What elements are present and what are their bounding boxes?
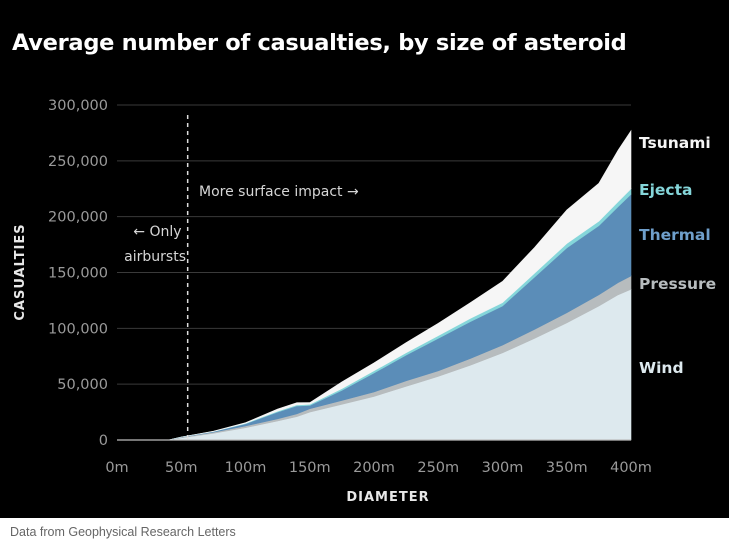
footer: Data from Geophysical Research Letters [0,518,729,548]
legend-tsunami: Tsunami [639,134,711,152]
x-tick-label: 400m [610,460,652,476]
x-tick-label: 50m [165,460,198,476]
y-tick-label: 150,000 [48,266,108,282]
y-tick-label: 250,000 [48,154,108,170]
x-tick-label: 100m [225,460,267,476]
x-tick-label: 0m [105,460,128,476]
annotation-airbursts-line: airbursts [124,249,186,265]
legend-ejecta: Ejecta [639,181,692,199]
area-series [168,129,632,441]
y-tick-label: 200,000 [48,210,108,226]
chart: 0 50,000 100,000 150,000 200,000 250,000 300,0… [13,98,716,505]
x-tick-label: 150m [289,460,331,476]
x-axis-label: DIAMETER [346,490,429,505]
legend-thermal: Thermal [639,226,711,244]
y-tick-label: 50,000 [57,377,108,393]
y-axis-label: CASUALTIES [13,223,28,320]
y-tick-labels: 0 50,000 100,000 150,000 200,000 250,000 300,0… [48,98,108,449]
source-credit: Data from Geophysical Research Letters [10,525,236,539]
y-tick-label: 100,000 [48,321,108,337]
chart-title: Average number of casualties, by size of… [12,30,627,56]
legend-wind: Wind [639,359,684,377]
x-tick-labels: 0m 50m 100m 150m 200m 250m 300m 350m 400m [105,460,652,476]
legend-pressure: Pressure [639,275,716,293]
x-tick-label: 350m [546,460,588,476]
x-tick-label: 200m [353,460,395,476]
legend: Wind Pressure Thermal Ejecta Tsunami [639,134,716,377]
annotation-only-line: ← Only [133,224,181,240]
area-tsunami [168,129,632,441]
gridlines [117,104,631,385]
y-tick-label: 0 [99,433,108,449]
x-tick-label: 250m [417,460,459,476]
x-tick-label: 300m [482,460,524,476]
annotation-only-airbursts: ← Only airbursts [124,224,186,265]
annotation-more-surface-impact: More surface impact → [199,184,359,200]
y-tick-label: 300,000 [48,98,108,114]
